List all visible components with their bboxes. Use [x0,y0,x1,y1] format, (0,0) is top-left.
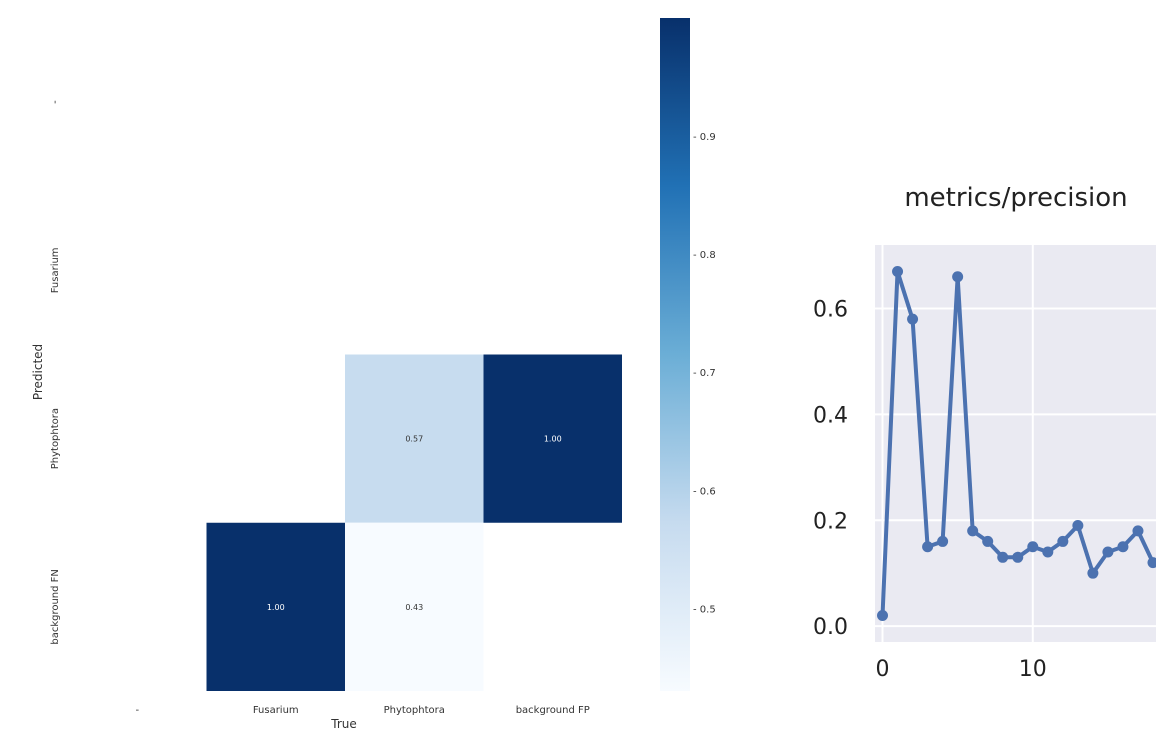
colorbar-tick-label: - 0.9 [693,132,716,143]
precision-point [1012,551,1024,563]
precision-series [877,265,1156,622]
colorbar [660,18,690,691]
heatmap-cell [345,354,484,523]
heatmap-cell-label: 1.00 [267,603,285,612]
heatmap-cell-label: 1.00 [544,435,562,444]
precision-point [907,313,919,325]
y-tick-label: background FN [50,569,61,645]
precision-point [1057,535,1069,547]
y-tick-label: 0.2 [813,509,848,534]
colorbar-tick-label: - 0.5 [693,604,716,615]
precision-point [1072,520,1084,532]
precision-point [1042,546,1054,558]
precision-point [1132,525,1144,537]
colorbar-tick-label: - 0.6 [693,486,716,497]
precision-point [997,551,1009,563]
precision-point [982,535,994,547]
y-tick-labels: 0.0 0.2 0.4 0.6 [813,298,848,641]
heatmap-cell-label: 0.43 [405,603,423,612]
x-axis-title: True [330,717,357,731]
x-tick-label: 0 [876,657,890,682]
precision-point [1027,541,1039,553]
y-tick-label: 0.0 [813,615,848,640]
y-axis-title: Predicted [31,344,45,400]
x-tick-labels: 0 10 [876,657,1047,682]
y-tick-label: Phytophtora [50,408,61,469]
plot-background [875,245,1156,642]
heatmap-cell [345,522,484,691]
precision-point [952,271,964,283]
precision-point [937,535,949,547]
precision-point [967,525,979,537]
precision-point [922,541,934,553]
colorbar-tick-label: - 0.7 [693,368,716,379]
confusion-matrix-cells: 0.57 1.00 1.00 0.43 [206,354,622,691]
precision-line-chart: metrics/precision 0.0 0.2 0.4 0.6 0 10 [813,183,1156,682]
precision-point [1102,546,1114,558]
heatmap-cell [206,522,345,691]
confusion-matrix-chart: 0.57 1.00 1.00 0.43 - Fusarium Phytophtora bac… [31,18,716,731]
y-tick-label: 0.4 [813,403,848,428]
y-tick-label: Fusarium [50,247,61,293]
precision-chart-title: metrics/precision [904,183,1127,213]
precision-point [1147,557,1156,569]
y-tick-label: - [50,100,61,104]
y-tick-labels: - Fusarium Phytophtora background FN [50,100,61,645]
colorbar-tick-label: - 0.8 [693,250,716,261]
heatmap-cell [483,354,622,523]
precision-point [892,265,904,277]
x-tick-labels: - Fusarium Phytophtora background FP [135,705,589,716]
precision-point [1117,541,1129,553]
precision-point [1087,567,1099,579]
grid-lines [875,245,1156,642]
x-tick-label: - [135,705,139,716]
heatmap-cell-label: 0.57 [405,435,423,444]
precision-point [877,610,889,622]
x-tick-label: background FP [516,705,590,716]
x-tick-label: 10 [1019,657,1047,682]
x-tick-label: Phytophtora [384,705,445,716]
y-tick-label: 0.6 [813,298,848,323]
colorbar-ticks: - 0.5 - 0.6 - 0.7 - 0.8 - 0.9 [693,132,716,615]
x-tick-label: Fusarium [253,705,299,716]
